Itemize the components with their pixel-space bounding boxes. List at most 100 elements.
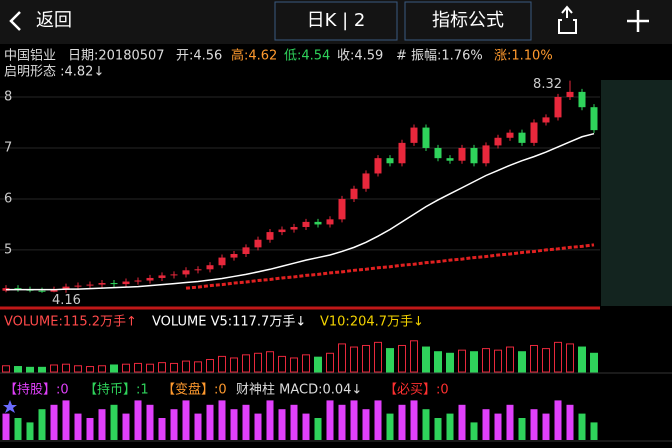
indicator-bar [374, 400, 382, 440]
indicator-bar [350, 400, 358, 440]
indicator-bar [74, 413, 82, 440]
candle-body [422, 127, 430, 148]
indicator-bar [230, 409, 238, 440]
open: 开:4.56 [176, 49, 222, 64]
candle-body [458, 147, 466, 161]
candle-body [38, 290, 46, 292]
indicator-bar [134, 400, 142, 440]
back-button[interactable]: 返回 [9, 10, 72, 31]
candle-body [566, 91, 574, 97]
low-label: 4.16 [52, 293, 81, 308]
add-icon[interactable] [627, 10, 649, 32]
candle-body [230, 254, 238, 258]
candle-body [578, 91, 586, 108]
indicator-bar [158, 418, 166, 440]
candle-body [350, 188, 358, 199]
indicator-bar [530, 409, 538, 440]
candle-body [362, 173, 370, 189]
candle-body [518, 132, 526, 143]
volume-bar [134, 362, 142, 373]
indicator-bar [506, 404, 514, 440]
indicator-bar [290, 404, 298, 440]
candle-body [170, 274, 178, 276]
indicator-label: 【变盘】:0 [162, 382, 227, 398]
candle-body [410, 127, 418, 143]
volume-bar [2, 365, 10, 373]
indicator-bar [578, 413, 586, 440]
volume-bar [458, 349, 466, 373]
moving-average [185, 243, 595, 290]
indicator-bar [434, 418, 442, 440]
volume-bar [410, 340, 418, 373]
stock-name: 中国铝业 [4, 49, 56, 64]
volume-bar [158, 362, 166, 373]
indicator-bar [2, 413, 10, 440]
indicator-bar [302, 413, 310, 440]
close: 收:4.59 [337, 49, 383, 64]
candle-body [590, 107, 598, 131]
candle-body [542, 117, 550, 123]
indicator-label: 【持币】:1 [84, 383, 149, 398]
volume-bar [518, 351, 526, 373]
candle-body [266, 232, 274, 240]
share-icon[interactable] [558, 5, 577, 34]
volume-label: VOLUME V5:117.7万手↓ [152, 315, 306, 330]
indicator-bar [242, 404, 250, 440]
volume-bar [338, 343, 346, 373]
volume-bar [182, 360, 190, 373]
indicator-bar [266, 400, 274, 440]
indicator-bar [494, 413, 502, 440]
candle-body [530, 122, 538, 143]
candle-body [434, 147, 442, 159]
candle-body [14, 288, 22, 290]
candle-body [74, 285, 82, 287]
indicator-bar [542, 413, 550, 440]
volume-label: VOLUME:115.2万手↑ [4, 315, 137, 330]
volume-bar [206, 359, 214, 373]
candle-body [218, 257, 226, 266]
indicator-bar [38, 409, 46, 440]
candle-body [374, 158, 382, 174]
indicator-bar [206, 404, 214, 440]
volume-bar [278, 355, 286, 373]
volume-bar [50, 364, 58, 373]
volume-bar [362, 344, 370, 373]
indicator-bar [14, 418, 22, 440]
volume-bar [446, 352, 454, 373]
candle-body [254, 239, 262, 248]
candle-body [194, 269, 202, 271]
indicator-bar [86, 418, 94, 440]
candle-body [494, 137, 502, 146]
indicator-bar [170, 409, 178, 440]
formula-button[interactable] [404, 1, 532, 41]
formula-label: 指标公式 [432, 10, 504, 31]
volume-bar [542, 348, 550, 373]
candle-body [302, 221, 310, 227]
candle-body [122, 281, 130, 285]
indicator-bar [254, 413, 262, 440]
volume-bar [194, 361, 202, 373]
candle-body [242, 247, 250, 255]
candle-body [506, 132, 514, 138]
volume-bar [302, 354, 310, 373]
indicator-bar [182, 400, 190, 440]
volume-bar [578, 346, 586, 373]
moving-average [6, 132, 595, 291]
volume-bar [110, 364, 118, 373]
indicator-bar [518, 418, 526, 440]
volume-bar [146, 363, 154, 373]
date: 日期:20180507 [68, 49, 165, 64]
period-button[interactable] [274, 1, 398, 41]
indicator-bar [218, 400, 226, 440]
volume-bar [566, 343, 574, 373]
candle-body [98, 283, 106, 285]
volume-bar [230, 357, 238, 373]
volume-bar [482, 348, 490, 373]
change: 涨:1.10% [494, 49, 553, 64]
candle-body [86, 284, 94, 286]
volume-bar [422, 346, 430, 373]
volume-bar [242, 354, 250, 373]
indicator-bar [26, 422, 34, 440]
volume-bar [218, 355, 226, 373]
